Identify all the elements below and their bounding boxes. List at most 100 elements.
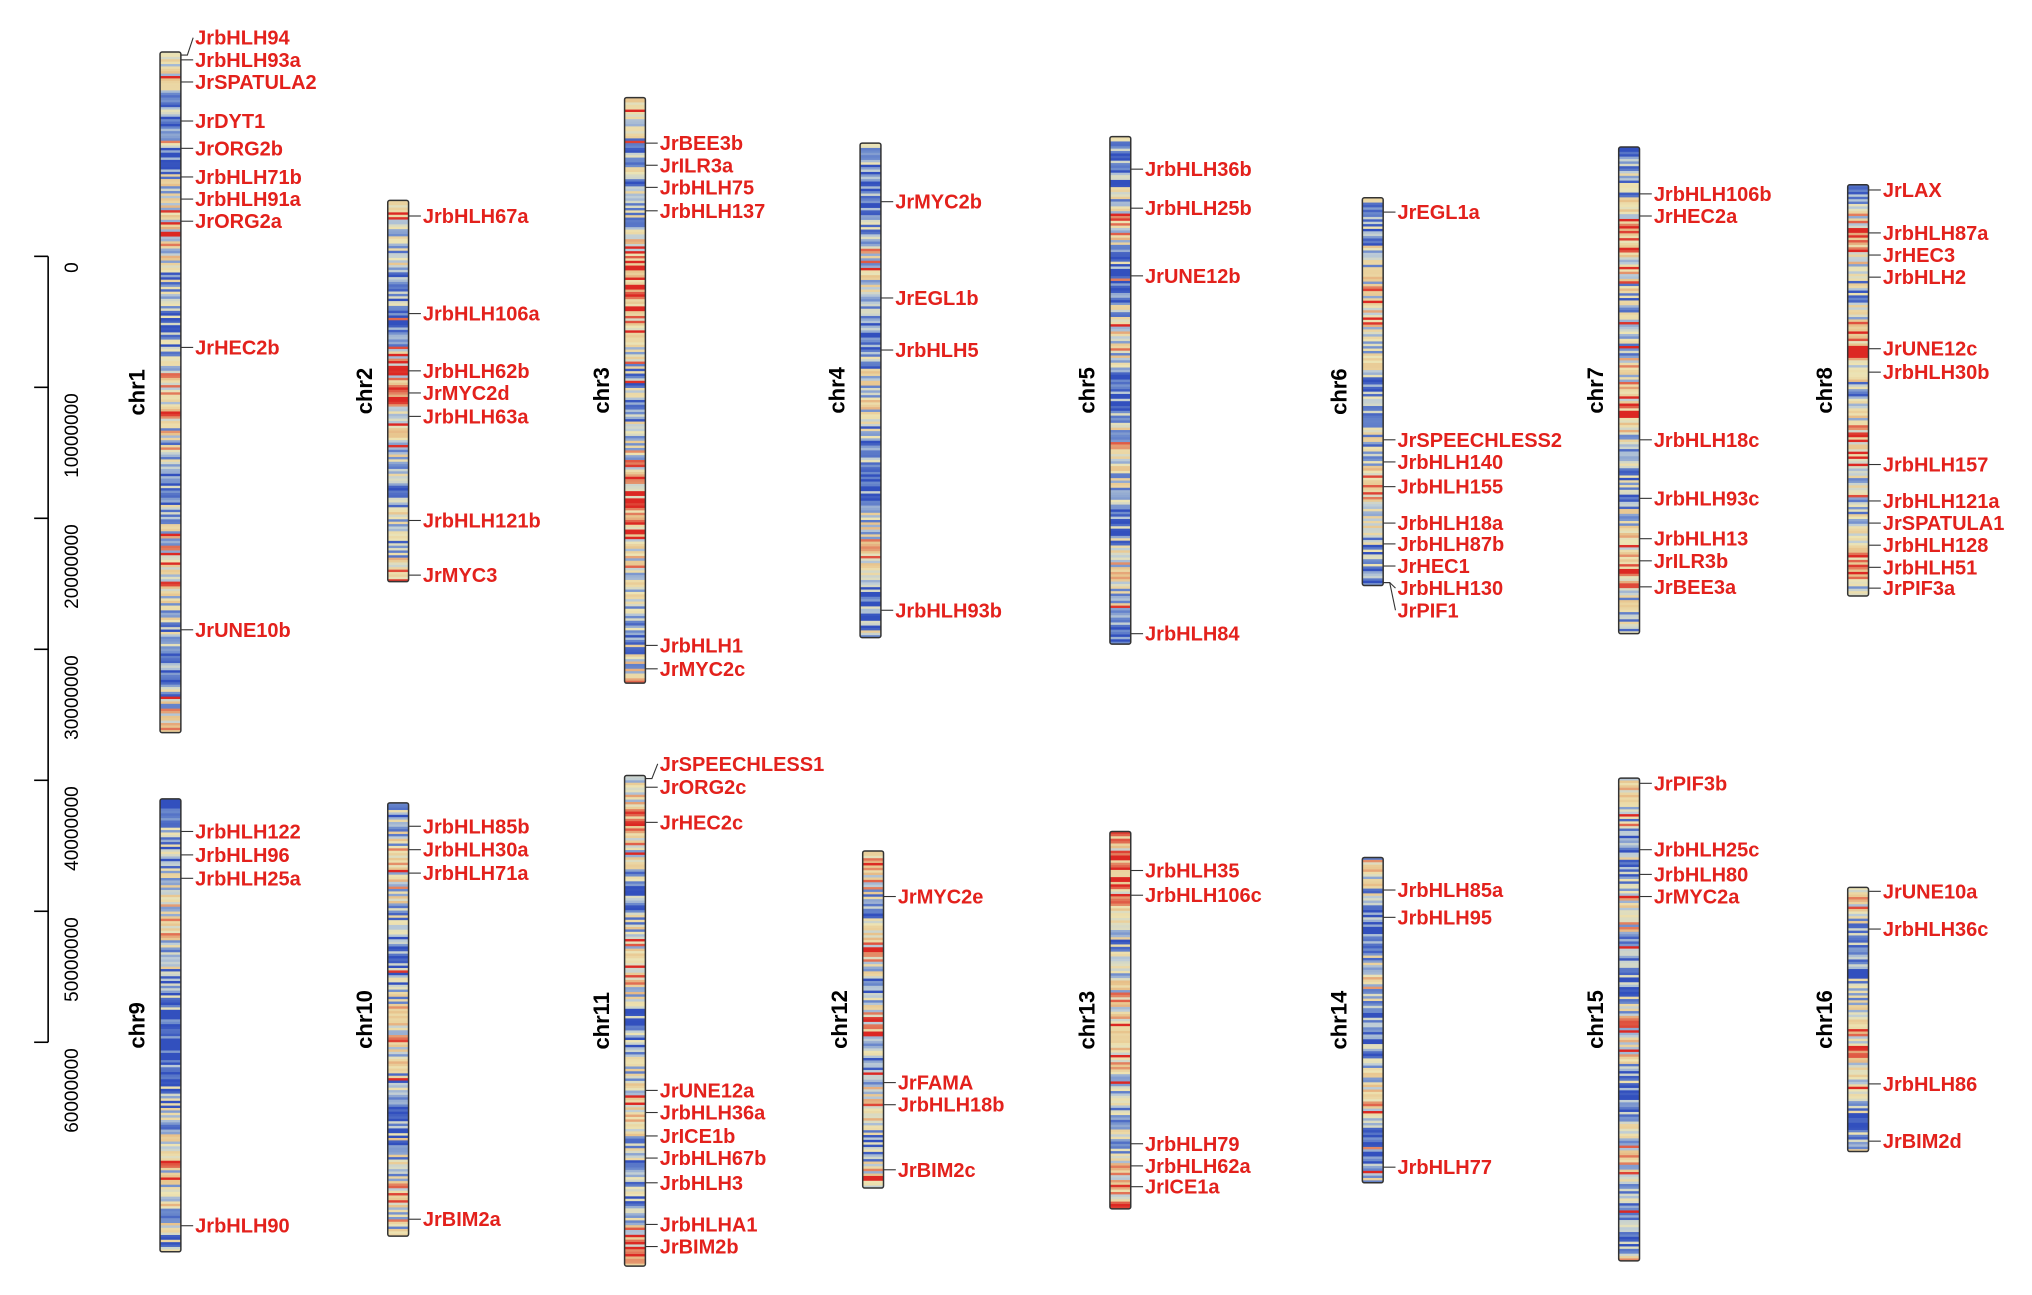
density-stripe: [1618, 578, 1640, 582]
gene-label: JrBEE3b: [660, 133, 743, 155]
density-stripe: [1109, 973, 1131, 977]
chromosome-chr13: chr13JrbHLH35JrbHLH106cJrbHLH79JrbHLH62a…: [1074, 830, 1262, 1210]
density-stripe: [1109, 1071, 1131, 1075]
density-stripe: [1362, 288, 1384, 292]
density-stripe: [1109, 598, 1131, 602]
density-stripe: [160, 706, 181, 710]
density-stripe: [160, 76, 181, 80]
density-stripe: [160, 361, 181, 365]
density-stripe: [160, 282, 181, 286]
density-stripe: [160, 409, 181, 413]
density-stripe: [624, 1090, 646, 1094]
density-stripe: [624, 282, 646, 286]
density-stripe: [860, 195, 881, 199]
density-stripe: [860, 258, 881, 262]
density-stripe: [860, 212, 881, 216]
density-stripe: [624, 1133, 646, 1137]
density-stripe: [624, 289, 646, 293]
density-stripe: [1618, 413, 1640, 417]
density-stripe: [1109, 345, 1131, 349]
density-stripe: [1362, 862, 1384, 866]
density-stripe: [160, 490, 181, 494]
density-stripe: [624, 811, 646, 815]
density-stripe: [624, 1261, 646, 1265]
density-stripe: [1618, 958, 1640, 962]
density-stripe: [624, 306, 646, 310]
density-stripe: [160, 639, 181, 643]
density-stripe: [624, 527, 646, 531]
density-stripe: [1362, 905, 1384, 909]
density-stripe: [624, 536, 646, 540]
density-stripe: [160, 330, 181, 334]
density-stripe: [1618, 1193, 1640, 1197]
density-stripe: [1362, 477, 1384, 481]
chromosome-name: chr5: [1074, 367, 1099, 413]
density-stripe: [1109, 543, 1131, 547]
density-stripe: [387, 1109, 409, 1113]
density-stripe: [624, 1232, 646, 1236]
density-stripe: [387, 437, 409, 441]
density-stripe: [160, 54, 181, 58]
density-stripe: [624, 630, 646, 634]
density-stripe: [860, 627, 881, 631]
density-stripe: [1362, 307, 1384, 311]
density-stripe: [1109, 430, 1131, 434]
density-stripe: [1847, 1033, 1869, 1037]
density-stripe: [1362, 528, 1384, 532]
gene-label: JrMYC2a: [1654, 887, 1740, 909]
density-stripe: [387, 248, 409, 252]
density-stripe: [1847, 393, 1869, 397]
density-stripe: [860, 438, 881, 442]
density-stripe: [1847, 1036, 1869, 1040]
density-stripe: [160, 1129, 181, 1133]
density-stripe: [1109, 490, 1131, 494]
density-stripe: [1362, 496, 1384, 500]
density-stripe: [1109, 915, 1131, 919]
density-stripe: [1847, 1007, 1869, 1011]
density-stripe: [624, 919, 646, 923]
scale-bar: 0100000002000000030000000400000005000000…: [34, 255, 83, 1133]
density-stripe: [1109, 1165, 1131, 1169]
density-stripe: [387, 456, 409, 460]
density-stripe: [624, 1066, 646, 1070]
density-stripe: [1618, 1234, 1640, 1238]
density-stripe: [1362, 451, 1384, 455]
density-stripe: [624, 236, 646, 240]
density-stripe: [1109, 228, 1131, 232]
density-stripe: [387, 951, 409, 955]
density-stripe: [1362, 315, 1384, 319]
density-stripe: [1109, 1057, 1131, 1061]
density-stripe: [1618, 226, 1640, 230]
density-stripe: [387, 1015, 409, 1019]
density-stripe: [860, 397, 881, 401]
density-stripe: [1362, 1115, 1384, 1119]
density-stripe: [860, 147, 881, 151]
density-stripe: [1847, 470, 1869, 474]
density-stripe: [862, 1173, 884, 1177]
density-stripe: [387, 1140, 409, 1144]
density-stripe: [1109, 963, 1131, 967]
density-stripe: [860, 323, 881, 327]
density-stripe: [160, 1016, 181, 1020]
density-stripe: [860, 270, 881, 274]
density-stripe: [624, 531, 646, 535]
density-stripe: [160, 286, 181, 290]
density-stripe: [860, 313, 881, 317]
density-stripe: [1362, 1158, 1384, 1162]
density-stripe: [387, 912, 409, 916]
density-stripe: [1362, 1070, 1384, 1074]
gene-label: JrICE1b: [660, 1126, 736, 1148]
gene-label: JrUNE10a: [1883, 881, 1978, 903]
chromosome-outline: [859, 142, 882, 639]
density-stripe: [1109, 314, 1131, 318]
density-stripe: [1109, 372, 1131, 376]
density-stripe: [624, 450, 646, 454]
density-stripe: [624, 1203, 646, 1207]
density-stripe: [1109, 1026, 1131, 1030]
density-stripe: [387, 289, 409, 293]
density-stripe: [160, 131, 181, 135]
gene-label: JrbHLH71b: [195, 167, 302, 189]
density-stripe: [862, 925, 884, 929]
density-stripe: [1618, 240, 1640, 244]
density-stripe: [160, 1076, 181, 1080]
